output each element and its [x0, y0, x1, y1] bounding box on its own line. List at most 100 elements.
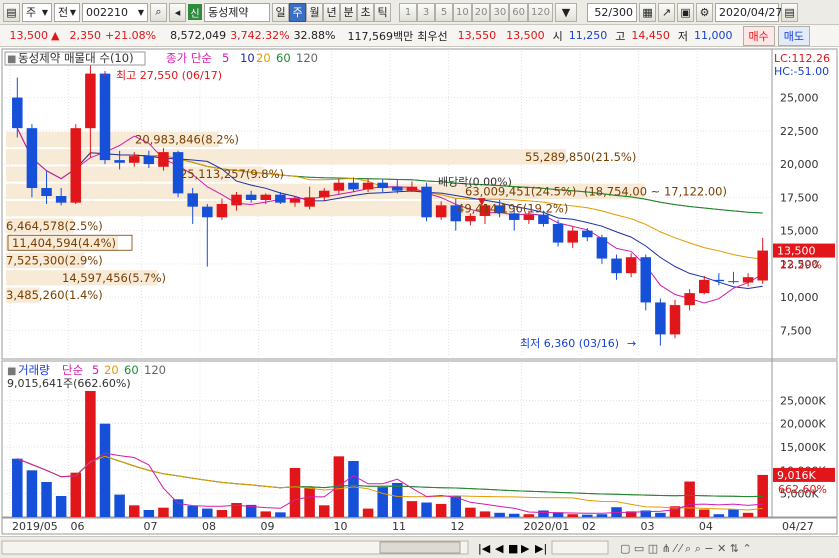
candle-body: [55, 196, 67, 203]
chart-icon[interactable]: ↗: [658, 2, 676, 22]
price-tick-label: 10,000: [780, 291, 819, 304]
volume-bar: [465, 507, 476, 517]
tab-interval-5[interactable]: 5: [435, 2, 453, 22]
grid-icon[interactable]: ▦: [639, 2, 657, 22]
amount: 117,569백만: [347, 29, 414, 43]
tab-period-6[interactable]: 틱: [374, 2, 391, 22]
sell-button[interactable]: 매도: [777, 25, 810, 46]
stop-button[interactable]: ■: [508, 542, 518, 555]
interval-dropdown[interactable]: ▼: [555, 2, 578, 22]
menu-icon[interactable]: ▤: [3, 2, 20, 22]
volume-profile-label: 14,597,456(5.7%): [62, 271, 166, 285]
tab-interval-120[interactable]: 120: [527, 2, 554, 22]
tool-icons[interactable]: ▢ ▭ ◫ ⋔ ⁄ ⁄ ⌕ ⌕ − ✕ ⇅ ⌃: [620, 542, 752, 555]
tab-period-3[interactable]: 년: [323, 2, 340, 22]
buy-button[interactable]: 매수: [742, 25, 775, 46]
scroll-prev-button[interactable]: ◀: [495, 542, 504, 555]
tab-interval-20[interactable]: 20: [471, 2, 491, 22]
lc-label: LC:112.26: [774, 52, 830, 65]
volume-profile-label: 55,289,850(21.5%): [525, 150, 636, 164]
save-icon[interactable]: ▣: [677, 2, 695, 22]
tab-period-2[interactable]: 월: [306, 2, 323, 22]
market-select[interactable]: 주 ▼: [22, 2, 52, 22]
volume-bar: [640, 510, 652, 517]
volume-bar: [172, 499, 184, 517]
volume-bar: [625, 511, 637, 517]
scroll-last-button[interactable]: ▶|: [535, 542, 547, 555]
volume-bar: [538, 510, 549, 517]
volume-bar: [713, 514, 725, 517]
count-field[interactable]: 52/300: [587, 2, 638, 22]
tab-period-5[interactable]: 초: [357, 2, 374, 22]
volume-profile-band: [6, 252, 85, 269]
candle-body: [567, 230, 578, 243]
high-price: 14,450: [631, 29, 670, 42]
volume-profile-band: [6, 235, 118, 251]
candle-body: [114, 160, 125, 163]
tab-period-1[interactable]: 주: [289, 2, 306, 22]
volume-ma-20-line: [17, 455, 763, 511]
x-tick-label: 04/27: [782, 520, 814, 533]
speaker-icon[interactable]: ◂: [169, 2, 186, 22]
price-legend-title: 동성제약 매물대 수(10): [18, 51, 134, 65]
volume-bar: [596, 514, 608, 517]
tab-interval-10[interactable]: 10: [453, 2, 472, 22]
tab-interval-30[interactable]: 30: [490, 2, 510, 22]
volume-profile-band: [6, 270, 158, 286]
volume-profile-band: [6, 166, 264, 182]
stock-chart[interactable]: 25,000 22,500 20,000 17,500 15,000 12,500 10,0…: [0, 47, 839, 540]
volume-profile-label: 63,009,451(24.5%): [465, 184, 576, 198]
candle-body: [172, 152, 184, 194]
candle-body: [655, 302, 666, 335]
scrollbar-thumb[interactable]: [379, 541, 461, 554]
volume-bar: [275, 512, 286, 517]
volume-bar: [99, 423, 111, 517]
candle-body: [450, 205, 462, 222]
price-tick-label: 12,500: [780, 258, 819, 271]
scroll-first-button[interactable]: |◀: [478, 542, 491, 555]
new-badge: 신: [188, 4, 202, 20]
search-icon[interactable]: ⌕: [150, 2, 167, 22]
scroll-next-button[interactable]: ▶: [521, 542, 530, 555]
date-field[interactable]: 2020/04/27: [715, 2, 782, 22]
candle-body: [99, 73, 111, 161]
tab-interval-3[interactable]: 3: [417, 2, 435, 22]
hc-label: HC:-51.00: [774, 65, 829, 78]
candle-body: [698, 279, 710, 294]
candle-body: [728, 281, 739, 283]
volume-bar: [41, 482, 52, 517]
candle-body: [289, 198, 301, 203]
price-rate: +21.08%: [104, 29, 157, 42]
chevron-down-icon: ▼: [41, 7, 48, 17]
current-price: 13,500: [9, 29, 49, 42]
candle-body: [128, 156, 140, 163]
current-rate-label: 23.29%: [780, 259, 822, 272]
market-type-select[interactable]: 전 ▼: [54, 2, 80, 22]
volume-bar: [128, 505, 140, 517]
ma-10-line: [16, 127, 763, 290]
zoom-slider[interactable]: [551, 540, 609, 555]
candle-body: [85, 73, 96, 129]
tab-period-0[interactable]: 일: [272, 2, 289, 22]
candle-body: [318, 190, 330, 198]
volume-bar: [684, 481, 695, 517]
volume-tick-label: 5,000K: [780, 488, 819, 501]
volume-profile-band: [6, 201, 510, 217]
candle-body: [41, 188, 52, 197]
calendar-icon[interactable]: ▤: [781, 2, 799, 22]
volume-bar: [742, 512, 754, 517]
tab-interval-1[interactable]: 1: [399, 2, 417, 22]
tab-interval-60[interactable]: 60: [509, 2, 528, 22]
scrollbar-track[interactable]: [1, 540, 469, 555]
volume-profile-label: 11,404,594(4.4%): [12, 236, 116, 250]
code-input[interactable]: 002210 ▼: [82, 2, 148, 22]
volume-bar: [289, 468, 301, 517]
gear-icon[interactable]: ⚙: [696, 2, 714, 22]
volume-bar: [523, 514, 535, 517]
tab-period-4[interactable]: 분: [340, 2, 357, 22]
candle-body: [406, 186, 418, 191]
volume-legend-icon: ■: [7, 366, 16, 377]
candle-body: [494, 205, 505, 214]
candle-body: [231, 194, 242, 206]
volume-bar: [26, 470, 38, 517]
